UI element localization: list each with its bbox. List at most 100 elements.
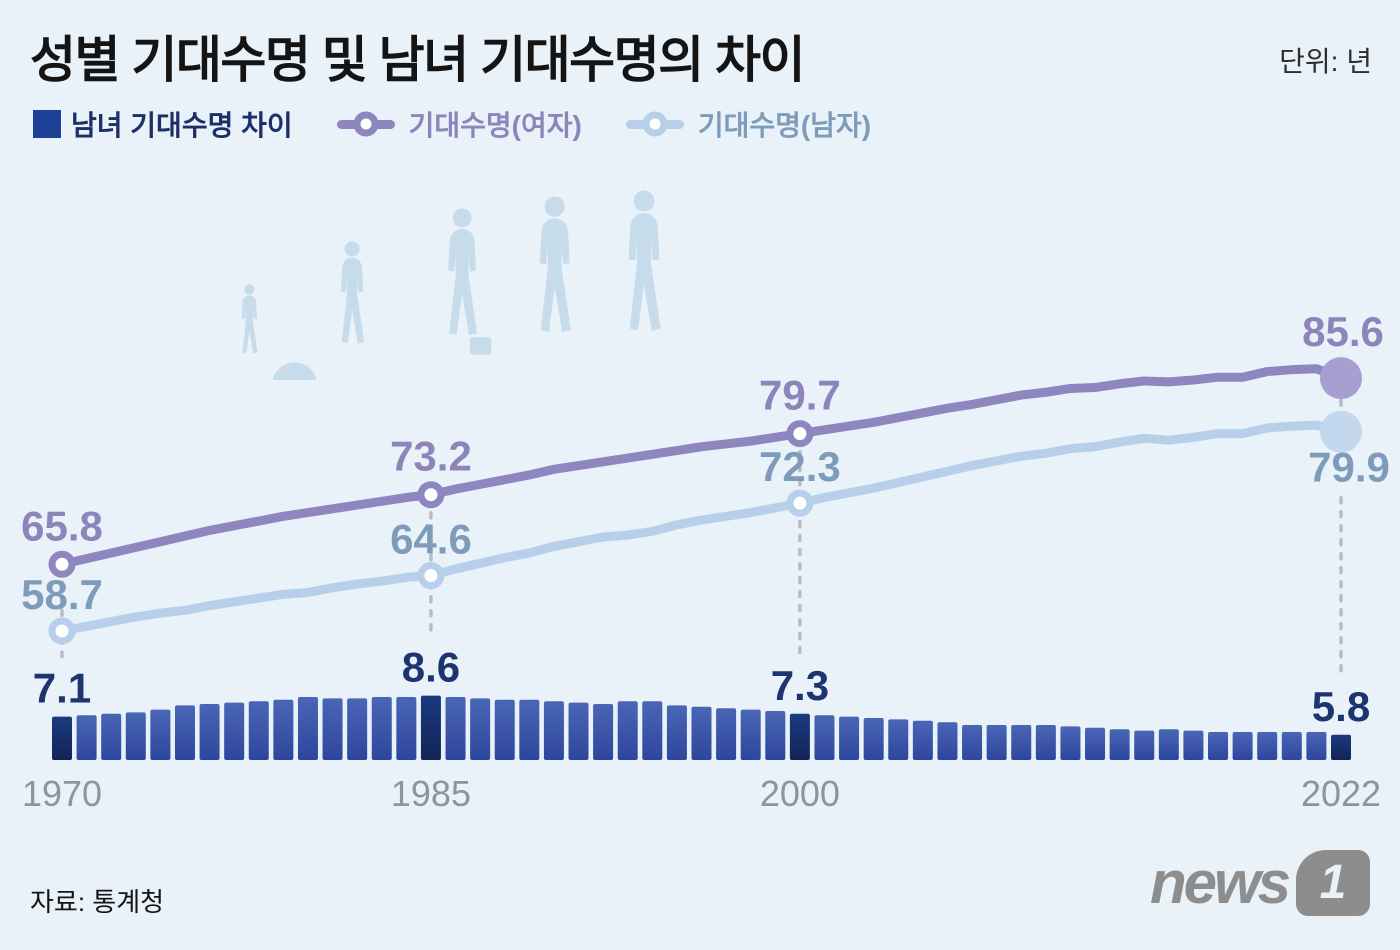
gap-bar-1976 — [199, 704, 220, 760]
gap-bar-1977 — [224, 702, 245, 760]
gap-bar-1973 — [125, 712, 146, 760]
gap-bar-2006 — [937, 722, 958, 760]
gap-bar-1999 — [765, 711, 786, 760]
legend: 남녀 기대수명 차이 기대수명(여자) 기대수명(남자) — [33, 104, 871, 144]
female-value-label: 85.6 — [1302, 308, 1384, 355]
gap-bar-2004 — [888, 719, 909, 760]
gap-bar-1972 — [101, 713, 122, 760]
legend-item-gap: 남녀 기대수명 차이 — [33, 104, 293, 144]
year-tick-label: 2022 — [1301, 773, 1381, 814]
gap-value-label: 8.6 — [402, 644, 460, 691]
gap-bar-1979 — [273, 699, 294, 760]
source-label: 자료: 통계청 — [30, 887, 165, 917]
gap-bar-2003 — [863, 718, 884, 760]
gap-value-label: 7.1 — [33, 665, 91, 712]
gap-bar-1986 — [445, 697, 466, 760]
female-ring-icon — [353, 111, 379, 137]
year-tick-label: 1985 — [391, 773, 471, 814]
gap-value-label: 7.3 — [771, 662, 829, 709]
briefcase-man-silhouette-icon — [469, 191, 661, 355]
gap-bar-2012 — [1085, 727, 1106, 760]
gap-bar-2017 — [1208, 732, 1229, 760]
gap-bar-2009 — [1011, 725, 1032, 760]
gap-bar-1985 — [420, 695, 441, 760]
gap-bar-2019 — [1257, 732, 1278, 760]
gap-bar-2022 — [1331, 734, 1351, 760]
legend-item-male: 기대수명(남자) — [625, 104, 872, 144]
gap-bar-2005 — [912, 720, 933, 760]
gap-bar-2016 — [1183, 730, 1204, 760]
gap-bar-1975 — [174, 705, 195, 760]
male-ring-marker — [48, 617, 76, 645]
gap-bar-2011 — [1060, 726, 1081, 760]
gap-bar-1992 — [593, 704, 614, 760]
female-ring-marker — [786, 420, 814, 448]
male-end-dot — [1320, 410, 1362, 453]
female-end-dot — [1320, 357, 1362, 400]
gap-bar-1971 — [76, 715, 97, 760]
gap-bar-2015 — [1158, 729, 1179, 760]
gap-bar-1983 — [371, 697, 392, 760]
gap-bar-2007 — [962, 725, 983, 760]
year-tick-label: 2000 — [760, 773, 840, 814]
male-ring-marker — [417, 562, 445, 590]
page-title: 성별 기대수명 및 남녀 기대수명의 차이 — [30, 32, 805, 88]
news1-logo-box-icon: 1 — [1296, 850, 1370, 916]
gap-bar-1993 — [617, 701, 638, 760]
gap-bar-1995 — [666, 705, 687, 760]
gap-bar-1978 — [248, 701, 269, 760]
female-value-label: 73.2 — [390, 433, 472, 480]
gap-bar-2013 — [1109, 729, 1130, 760]
female-line-marker-icon — [336, 111, 395, 137]
gap-bar-2021 — [1306, 732, 1327, 760]
male-value-label: 79.9 — [1308, 444, 1390, 491]
gap-bar-1984 — [396, 697, 417, 760]
female-line — [57, 364, 1346, 569]
gap-bar-2020 — [1281, 732, 1302, 760]
male-ring-marker — [786, 489, 814, 517]
year-tick-label: 1970 — [22, 773, 102, 814]
female-value-label: 79.7 — [759, 372, 841, 419]
gap-bar-1989 — [519, 699, 540, 760]
male-value-label: 64.6 — [390, 516, 472, 563]
gap-bar-2008 — [986, 725, 1007, 760]
gap-bar-2002 — [839, 716, 860, 760]
news1-logo-number: 1 — [1319, 856, 1347, 909]
gap-bar-1970 — [52, 716, 72, 760]
female-ring-marker — [417, 481, 445, 509]
male-line — [57, 420, 1346, 636]
life-stages-illustration — [65, 180, 700, 380]
gap-bar-1997 — [716, 708, 737, 760]
news1-logo: news 1 — [1150, 850, 1370, 916]
gap-bar-2018 — [1232, 732, 1253, 760]
female-value-label: 65.8 — [21, 502, 103, 549]
gap-bar-1982 — [347, 698, 368, 760]
legend-label-female: 기대수명(여자) — [408, 110, 582, 141]
silhouette-group — [170, 191, 700, 380]
male-value-label: 72.3 — [759, 443, 841, 490]
gap-bar-1981 — [322, 698, 343, 760]
unit-label: 단위: 년 — [1279, 46, 1372, 77]
gap-bar-2001 — [814, 715, 835, 760]
gap-bar-1990 — [543, 701, 564, 760]
news1-logo-text: news — [1149, 849, 1291, 916]
legend-label-male: 기대수명(남자) — [697, 110, 872, 141]
gap-bar-2014 — [1134, 730, 1155, 760]
gap-bar-1980 — [297, 697, 318, 760]
gap-bar-1998 — [740, 709, 761, 760]
male-ring-icon — [642, 111, 668, 137]
gap-bar-1987 — [470, 698, 491, 760]
legend-label-gap: 남녀 기대수명 차이 — [71, 110, 293, 141]
legend-item-female: 기대수명(여자) — [336, 104, 582, 144]
gap-bar-1974 — [150, 709, 171, 760]
gap-square-swatch-icon — [33, 110, 61, 138]
male-value-label: 58.7 — [21, 571, 103, 618]
gap-bar-1996 — [691, 706, 712, 760]
gap-bar-1991 — [568, 702, 589, 760]
gap-bar-1994 — [642, 701, 663, 760]
gap-bar-2010 — [1035, 725, 1056, 760]
male-line-marker-icon — [625, 111, 684, 137]
gap-bar-1988 — [494, 699, 515, 760]
